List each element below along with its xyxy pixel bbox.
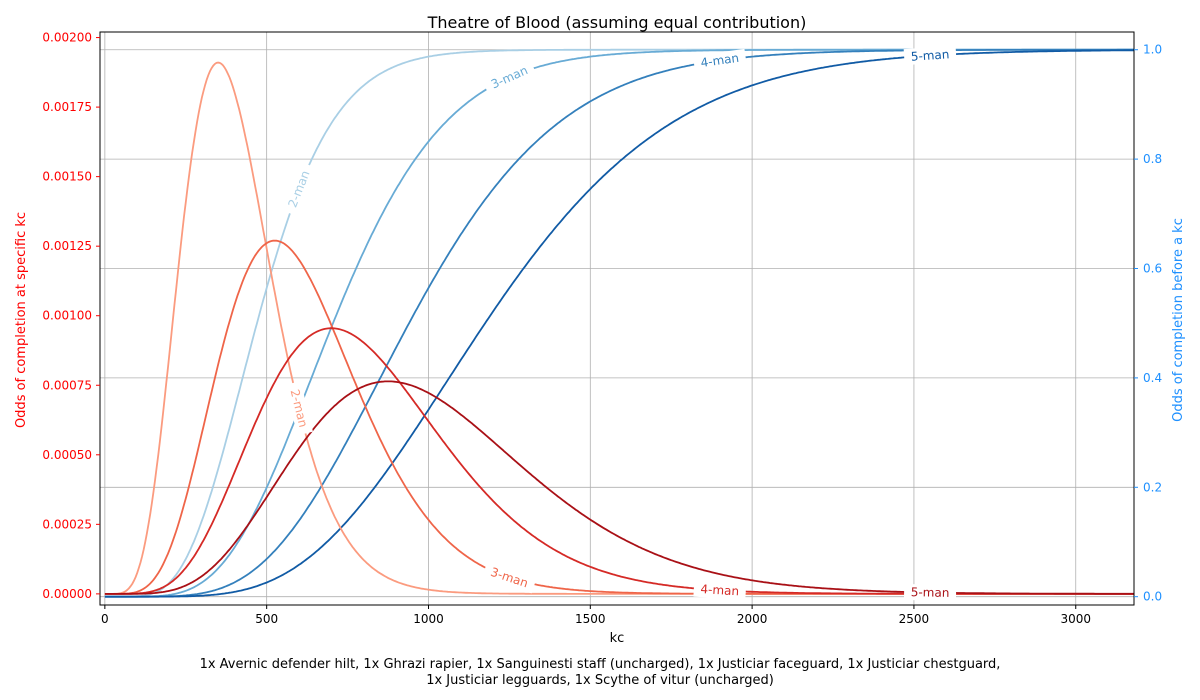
right-tick-label: 0.6	[1143, 262, 1162, 276]
curve-label-gap	[482, 561, 537, 594]
x-tick-label: 500	[255, 612, 278, 626]
x-tick-label: 2000	[737, 612, 768, 626]
left-tick-label: 0.00175	[42, 100, 92, 114]
curve-label-gap	[693, 580, 747, 600]
left-tick-label: 0.00025	[42, 517, 92, 531]
curve-label-gap	[482, 59, 537, 96]
x-tick-label: 1500	[575, 612, 606, 626]
x-axis-label: kc	[610, 631, 625, 646]
grid-lines	[100, 32, 1134, 605]
curve-label: 5-man	[911, 585, 950, 600]
series-line-left-5-man	[104, 380, 1134, 595]
right-y-axis-ticks: 0.0 0.2 0.4 0.6 0.8 1.0	[1134, 43, 1162, 604]
right-tick-label: 0.4	[1143, 371, 1162, 385]
x-tick-label: 2500	[899, 612, 930, 626]
curve-label-group: 3-man	[482, 561, 537, 594]
right-tick-label: 0.2	[1143, 480, 1162, 494]
right-tick-label: 0.8	[1143, 152, 1162, 166]
footer-line-2: 1x Justiciar legguards, 1x Scythe of vit…	[426, 673, 774, 688]
series-line-left-2-man	[104, 61, 1134, 595]
chart-title: Theatre of Blood (assuming equal contrib…	[427, 13, 807, 32]
left-tick-label: 0.00100	[42, 309, 92, 323]
curve-label-group: 4-man	[692, 48, 747, 72]
series-line-right-5-man	[104, 49, 1134, 598]
curve-label-group: 2-man	[285, 381, 313, 436]
left-tick-label: 0.00200	[42, 31, 92, 45]
curve-label-group: 5-man	[903, 45, 957, 66]
curve-label: 4-man	[700, 582, 739, 598]
series-line-left-4-man	[104, 327, 1134, 595]
curve-label-group: 3-man	[482, 59, 537, 96]
x-axis-ticks: 0 500 1000 1500 2000 2500 3000	[101, 605, 1091, 626]
x-tick-label: 1000	[413, 612, 444, 626]
series-line-right-2-man	[104, 48, 1134, 598]
left-tick-label: 0.00075	[42, 378, 92, 392]
right-tick-label: 0.0	[1143, 590, 1162, 604]
plot-frame	[99, 31, 1135, 606]
left-tick-label: 0.00150	[42, 170, 92, 184]
series-line-right-3-man	[104, 48, 1134, 598]
curve-label: 4-man	[700, 51, 740, 70]
left-tick-label: 0.00000	[42, 587, 92, 601]
right-tick-label: 1.0	[1143, 43, 1162, 57]
curve-label-group: 5-man	[903, 584, 957, 601]
x-tick-label: 0	[101, 612, 109, 626]
curve-label: 3-man	[489, 565, 530, 590]
series-lines	[104, 48, 1134, 598]
footer-line-1: 1x Avernic defender hilt, 1x Ghrazi rapi…	[199, 657, 1001, 672]
series-line-right-4-man	[104, 48, 1134, 598]
curve-label-gap	[692, 48, 747, 72]
left-y-axis-label: Odds of completion at specific kc	[14, 212, 29, 428]
left-tick-label: 0.00050	[42, 448, 92, 462]
curve-label-gap	[903, 584, 957, 601]
curve-label-group: 4-man	[693, 580, 747, 600]
x-tick-label: 3000	[1060, 612, 1091, 626]
curve-label-gap	[903, 45, 957, 66]
series-line-left-3-man	[104, 239, 1134, 595]
curve-label: 2-man	[285, 168, 312, 209]
left-tick-label: 0.00125	[42, 239, 92, 253]
curve-label: 3-man	[489, 63, 530, 91]
curve-label: 5-man	[910, 47, 949, 63]
item-list-footer: 1x Avernic defender hilt, 1x Ghrazi rapi…	[0, 657, 1200, 689]
curve-labels: 2-man 3-man 4-man 5-man 2-man 3-man 4-man 5-man	[282, 45, 957, 601]
left-y-axis-ticks: 0.00000 0.00025 0.00050 0.00075 0.00100 0.001…	[42, 31, 100, 601]
curve-label-gap	[285, 381, 313, 436]
curve-label-gap	[282, 161, 316, 217]
curve-label-group: 2-man	[282, 161, 316, 217]
right-y-axis-label: Odds of completion before a kc	[1171, 218, 1186, 422]
